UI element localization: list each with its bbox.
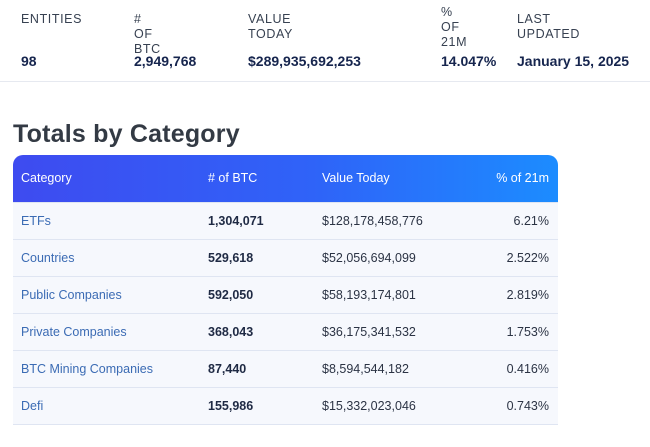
table-row: Defi 155,986 $15,332,023,046 0.743% [13, 387, 558, 424]
stat-pct-21m-label-line2: 21M [441, 35, 468, 49]
stat-value-today-value: $289,935,692,253 [248, 53, 361, 69]
btc-count: 592,050 [208, 287, 254, 302]
pct-of-21m: 2.819% [506, 287, 549, 302]
category-link[interactable]: BTC Mining Companies [21, 361, 153, 376]
stat-btc-label: # OF BTC [134, 12, 161, 56]
value-today: $36,175,341,532 [322, 324, 416, 339]
category-link[interactable]: Countries [21, 250, 75, 265]
header-category[interactable]: Category [21, 171, 72, 186]
stat-pct-21m-label-line1: % OF [441, 5, 460, 34]
pct-of-21m: 0.743% [506, 398, 549, 413]
btc-count: 529,618 [208, 250, 254, 265]
pct-of-21m: 0.416% [506, 361, 549, 376]
table-header-background [13, 155, 558, 202]
stat-pct-21m-value: 14.047% [441, 53, 497, 69]
pct-of-21m: 1.753% [506, 324, 549, 339]
stat-entities-value: 98 [21, 53, 37, 69]
value-today: $58,193,174,801 [322, 287, 416, 302]
btc-count: 155,986 [208, 398, 254, 413]
table-row: Countries 529,618 $52,056,694,099 2.522% [13, 239, 558, 276]
pct-of-21m: 2.522% [506, 250, 549, 265]
category-link[interactable]: Defi [21, 398, 44, 413]
table-header-row: Category # of BTC Value Today % of 21m [13, 155, 558, 202]
totals-by-category-table: Category # of BTC Value Today % of 21m E… [13, 155, 558, 425]
table-row: Private Companies 368,043 $36,175,341,53… [13, 313, 558, 350]
category-link[interactable]: Private Companies [21, 324, 127, 339]
value-today: $128,178,458,776 [322, 213, 423, 228]
value-today: $8,594,544,182 [322, 361, 409, 376]
stat-value-today-label: VALUE TODAY [248, 12, 293, 41]
header-btc[interactable]: # of BTC [208, 171, 258, 186]
btc-count: 87,440 [208, 361, 247, 376]
stat-btc-value: 2,949,768 [134, 53, 197, 69]
pct-of-21m: 6.21% [513, 213, 549, 228]
stat-last-updated-label: LAST UPDATED [517, 12, 581, 41]
header-pct-21m[interactable]: % of 21m [496, 171, 549, 186]
value-today: $52,056,694,099 [322, 250, 416, 265]
table-row: Public Companies 592,050 $58,193,174,801… [13, 276, 558, 313]
category-link[interactable]: Public Companies [21, 287, 122, 302]
btc-count: 1,304,071 [208, 213, 264, 228]
section-title: Totals by Category [13, 120, 240, 148]
value-today: $15,332,023,046 [322, 398, 416, 413]
stat-entities-label: ENTITIES [21, 12, 83, 26]
header-value-today[interactable]: Value Today [322, 171, 390, 186]
category-link[interactable]: ETFs [21, 213, 51, 228]
summary-stats: ENTITIES 98 # OF BTC 2,949,768 VALUE TOD… [0, 0, 650, 82]
table-row: ETFs 1,304,071 $128,178,458,776 6.21% [13, 202, 558, 239]
stat-pct-21m-label: % OF 21M [441, 5, 467, 50]
stat-last-updated-value: January 15, 2025 [517, 53, 630, 69]
table-row: BTC Mining Companies 87,440 $8,594,544,1… [13, 350, 558, 387]
btc-count: 368,043 [208, 324, 254, 339]
